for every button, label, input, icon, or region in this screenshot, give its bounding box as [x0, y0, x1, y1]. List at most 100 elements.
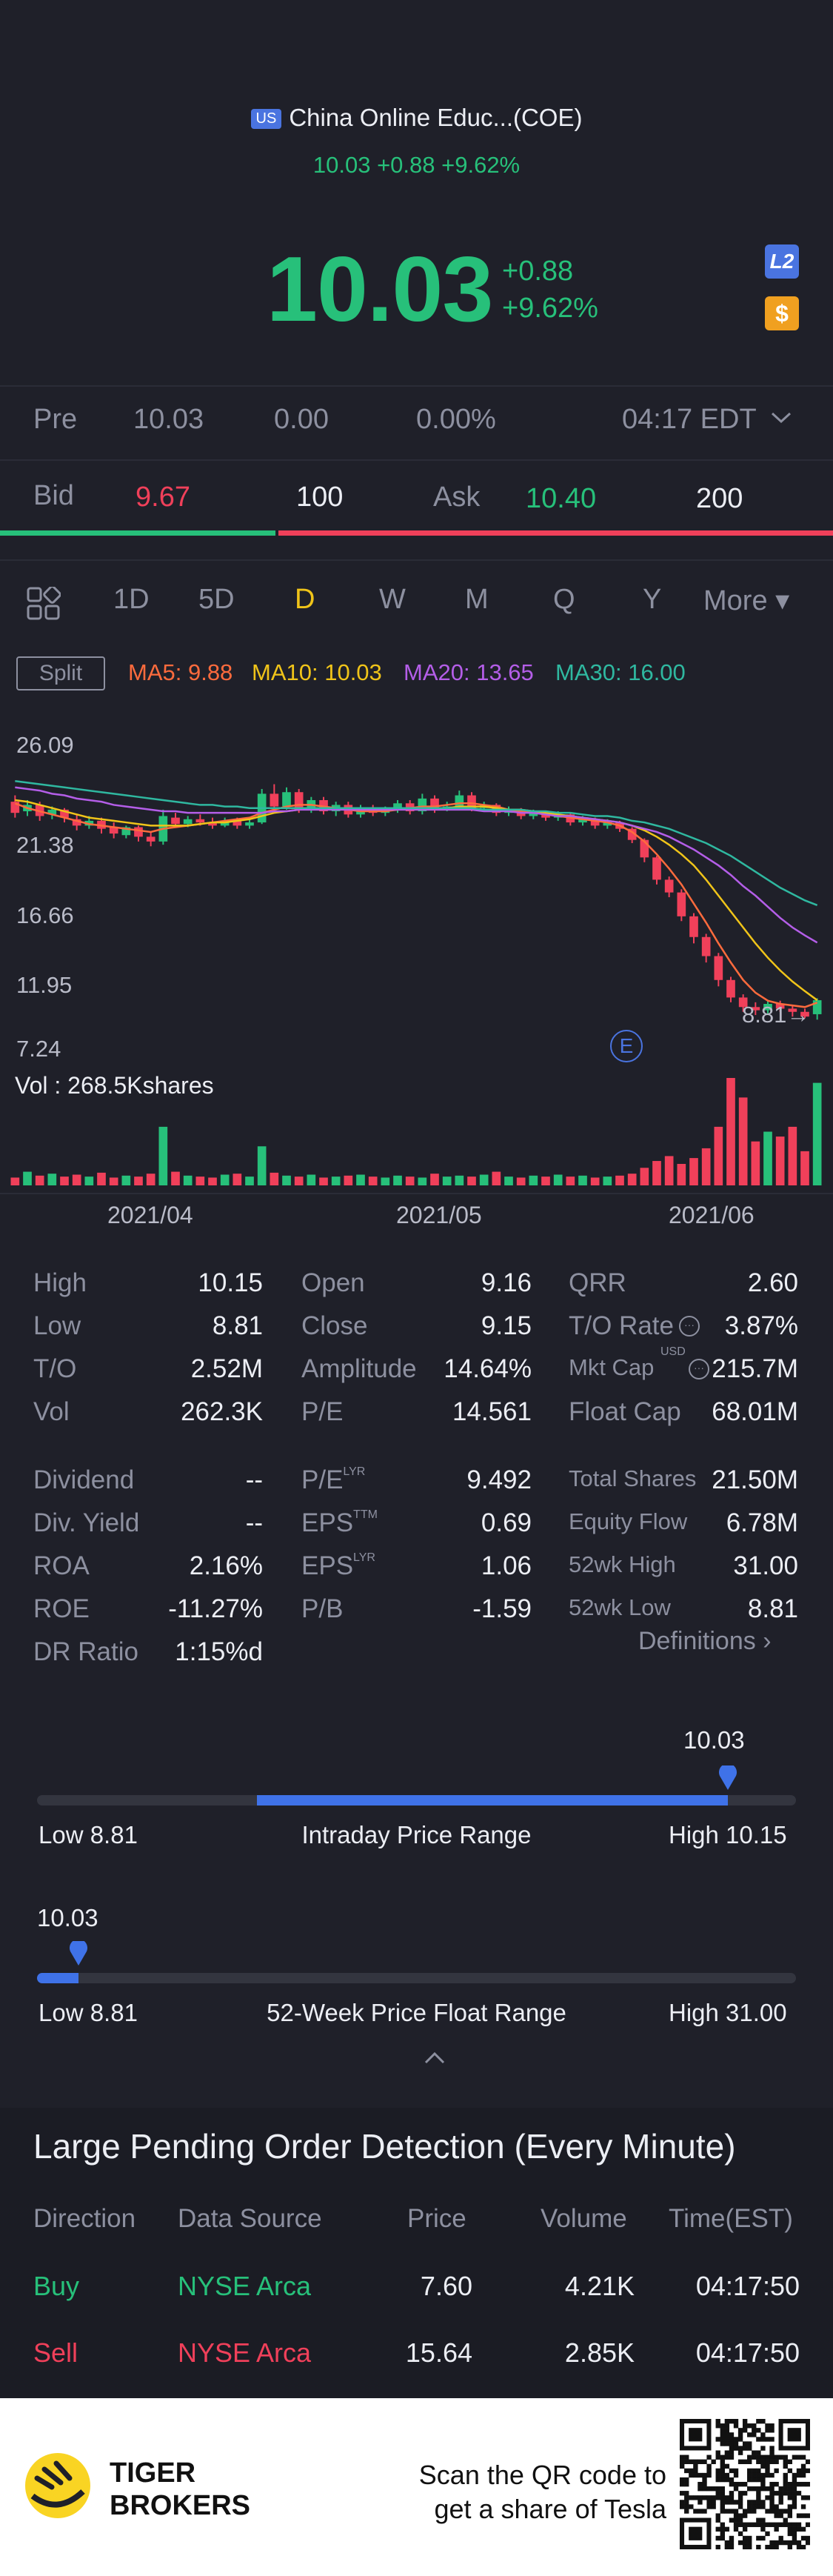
- candle-body: [294, 792, 304, 810]
- more-info-icon[interactable]: ···: [689, 1359, 709, 1379]
- week52-current: 10.03: [37, 1904, 98, 1931]
- divider: [0, 559, 833, 561]
- volume-bar: [23, 1171, 32, 1185]
- stat-label: P/E: [301, 1397, 344, 1426]
- stat-label: ROA: [33, 1551, 90, 1581]
- order-price: 7.60: [420, 2271, 472, 2301]
- split-button[interactable]: Split: [16, 656, 105, 690]
- stat-value: 3.87%: [724, 1311, 798, 1340]
- layout-grid-icon[interactable]: [27, 585, 61, 625]
- x-tick-label: 2021/04: [107, 1202, 193, 1228]
- last-low-label: 8.81→: [742, 1002, 809, 1028]
- stat-label-text: Equity Flow: [569, 1508, 688, 1534]
- definitions-link[interactable]: Definitions ›: [638, 1627, 772, 1656]
- definitions-label: Definitions: [638, 1627, 756, 1655]
- stat-label: QRR: [569, 1268, 626, 1297]
- volume-bar: [356, 1174, 365, 1185]
- order-price: 15.64: [405, 2337, 472, 2368]
- col-volume: Volume: [541, 2204, 627, 2233]
- volume-bar: [257, 1146, 267, 1185]
- stat-label: DR Ratio: [33, 1637, 138, 1667]
- volume-bar: [134, 1176, 143, 1185]
- large-order-panel: [0, 2108, 833, 2398]
- week52-low: Low 8.81: [39, 1999, 138, 2026]
- dollar-icon[interactable]: $: [765, 296, 799, 330]
- volume-bar: [590, 1177, 600, 1185]
- stat-value: 10.15: [198, 1268, 263, 1297]
- bid-size: 100: [296, 482, 344, 513]
- stat-label: EPSLYR: [301, 1551, 375, 1581]
- ma20-label: MA20: 13.65: [404, 659, 534, 685]
- volume-bar: [35, 1175, 44, 1185]
- order-volume: 2.85K: [564, 2337, 635, 2368]
- tab-5d[interactable]: 5D: [198, 584, 235, 615]
- candle-body: [183, 819, 193, 825]
- stat-value: --: [245, 1508, 263, 1537]
- divider: [0, 1193, 833, 1194]
- stat-label-text: P/B: [301, 1594, 344, 1623]
- stock-title[interactable]: US China Online Educ...(COE): [0, 104, 833, 132]
- tab-d[interactable]: D: [295, 584, 315, 615]
- tiger-logo-icon: [25, 2453, 90, 2518]
- ask-price: 10.40: [526, 483, 597, 514]
- stat-value: 8.81: [747, 1594, 798, 1623]
- volume-bar: [245, 1176, 254, 1185]
- volume-bar: [319, 1177, 328, 1185]
- candle-body: [689, 916, 698, 937]
- volume-bar: [72, 1174, 81, 1185]
- pre-label: Pre: [33, 404, 78, 435]
- order-time: 04:17:50: [695, 2271, 800, 2301]
- volume-bar: [121, 1175, 131, 1185]
- stat-label-text: EPS: [301, 1551, 354, 1580]
- tab-y[interactable]: Y: [643, 584, 662, 615]
- tab-q[interactable]: Q: [553, 584, 575, 615]
- volume-bar: [405, 1176, 415, 1185]
- volume-bar: [467, 1176, 476, 1185]
- more-info-icon[interactable]: ···: [679, 1316, 700, 1337]
- stat-value: 215.7M: [712, 1354, 798, 1383]
- stat-value: 31.00: [733, 1551, 798, 1580]
- stat-value: -1.59: [472, 1594, 532, 1623]
- stat-value: 2.52M: [190, 1354, 263, 1383]
- stat-label: ROE: [33, 1594, 90, 1624]
- pre-time-dropdown[interactable]: 04:17 EDT: [622, 404, 792, 436]
- tab-1d[interactable]: 1D: [113, 584, 150, 615]
- intraday-marker-icon: [718, 1765, 737, 1790]
- chevron-up-icon[interactable]: [424, 2051, 446, 2066]
- ma20-line: [15, 786, 818, 944]
- x-tick-label: 2021/05: [396, 1202, 482, 1228]
- candle-body: [788, 1008, 797, 1012]
- volume-bar: [701, 1148, 711, 1185]
- order-direction: Buy: [33, 2271, 80, 2301]
- stat-label: Low: [33, 1311, 81, 1340]
- stat-label: T/O Rate: [569, 1311, 674, 1340]
- level2-icon[interactable]: L2: [765, 244, 799, 279]
- bid-price: 9.67: [136, 482, 190, 513]
- ma30-label: MA30: 16.00: [555, 659, 686, 685]
- candlestick-chart[interactable]: [0, 711, 833, 1200]
- x-tick-label: 2021/06: [669, 1202, 755, 1228]
- col-source: Data Source: [178, 2204, 322, 2233]
- volume-bar: [788, 1126, 797, 1185]
- qr-code: [680, 2419, 810, 2549]
- stat-value: --: [245, 1465, 263, 1494]
- candle-body: [393, 803, 402, 810]
- volume-bar: [158, 1126, 168, 1185]
- tab-m[interactable]: M: [465, 584, 489, 615]
- candle-body: [714, 956, 723, 980]
- volume-bar: [60, 1176, 69, 1185]
- week52-high: High 31.00: [669, 1999, 787, 2026]
- candle-body: [529, 813, 538, 816]
- qr-caption-line2: get a share of Tesla: [434, 2494, 666, 2524]
- tab-more[interactable]: More ▾: [703, 585, 790, 616]
- ask-size: 200: [696, 483, 743, 514]
- candle-body: [245, 822, 254, 826]
- intraday-range-fill: [257, 1795, 728, 1805]
- stat-superscript: LYR: [353, 1551, 375, 1564]
- volume-bar: [195, 1176, 205, 1185]
- volume-bar: [751, 1141, 760, 1185]
- earnings-event-icon[interactable]: E: [610, 1030, 643, 1062]
- volume-bar: [455, 1175, 464, 1185]
- tab-w[interactable]: W: [379, 584, 406, 615]
- intraday-current: 10.03: [683, 1726, 745, 1754]
